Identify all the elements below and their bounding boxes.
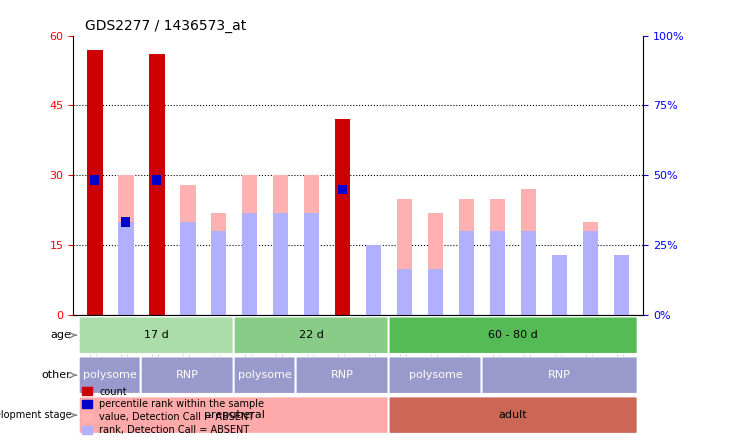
Bar — [366, 292, 382, 315]
Text: age: age — [50, 330, 72, 340]
Bar — [338, 185, 347, 194]
Bar — [459, 199, 474, 315]
Text: polysome: polysome — [238, 370, 292, 380]
FancyBboxPatch shape — [389, 357, 482, 394]
Bar — [614, 292, 629, 315]
Text: 60 - 80 d: 60 - 80 d — [488, 330, 538, 340]
FancyBboxPatch shape — [389, 396, 637, 434]
Bar — [242, 213, 257, 315]
FancyBboxPatch shape — [79, 317, 235, 354]
FancyBboxPatch shape — [234, 317, 390, 354]
Bar — [490, 231, 505, 315]
Bar — [614, 255, 629, 315]
Bar — [583, 222, 599, 315]
Bar — [552, 292, 567, 315]
Bar — [211, 213, 227, 315]
FancyBboxPatch shape — [79, 396, 390, 434]
Text: 17 d: 17 d — [145, 330, 169, 340]
Text: GDS2277 / 1436573_at: GDS2277 / 1436573_at — [85, 19, 246, 33]
Bar — [180, 222, 195, 315]
Bar — [459, 231, 474, 315]
FancyBboxPatch shape — [482, 357, 637, 394]
Bar — [273, 213, 289, 315]
Text: RNP: RNP — [548, 370, 571, 380]
Bar — [90, 175, 99, 185]
FancyBboxPatch shape — [295, 357, 390, 394]
Bar — [335, 119, 350, 315]
Bar — [366, 245, 382, 315]
Text: prepuberal: prepuberal — [204, 410, 265, 420]
Bar — [521, 231, 537, 315]
Bar — [118, 175, 134, 315]
Bar — [552, 255, 567, 315]
FancyBboxPatch shape — [79, 357, 142, 394]
Bar — [397, 199, 412, 315]
Bar — [490, 199, 505, 315]
Bar — [304, 213, 319, 315]
FancyBboxPatch shape — [234, 357, 297, 394]
Bar — [152, 175, 162, 185]
FancyBboxPatch shape — [389, 317, 637, 354]
Text: RNP: RNP — [176, 370, 199, 380]
Bar — [397, 269, 412, 315]
Bar — [273, 175, 289, 315]
Text: polysome: polysome — [83, 370, 137, 380]
Bar — [118, 222, 134, 315]
Text: 22 d: 22 d — [299, 330, 324, 340]
Bar — [428, 269, 444, 315]
Text: adult: adult — [499, 410, 528, 420]
Bar — [242, 175, 257, 315]
Bar — [583, 231, 599, 315]
Bar — [211, 231, 227, 315]
Bar — [521, 189, 537, 315]
Text: development stage: development stage — [0, 410, 72, 420]
Bar — [149, 54, 164, 315]
Legend: count, percentile rank within the sample, value, Detection Call = ABSENT, rank, : count, percentile rank within the sample… — [78, 383, 268, 439]
FancyBboxPatch shape — [140, 357, 235, 394]
Bar — [428, 213, 444, 315]
Text: other: other — [42, 370, 72, 380]
Bar — [121, 218, 130, 227]
Bar — [304, 175, 319, 315]
Bar — [180, 185, 195, 315]
Bar — [87, 50, 102, 315]
Text: RNP: RNP — [331, 370, 354, 380]
Text: polysome: polysome — [409, 370, 463, 380]
